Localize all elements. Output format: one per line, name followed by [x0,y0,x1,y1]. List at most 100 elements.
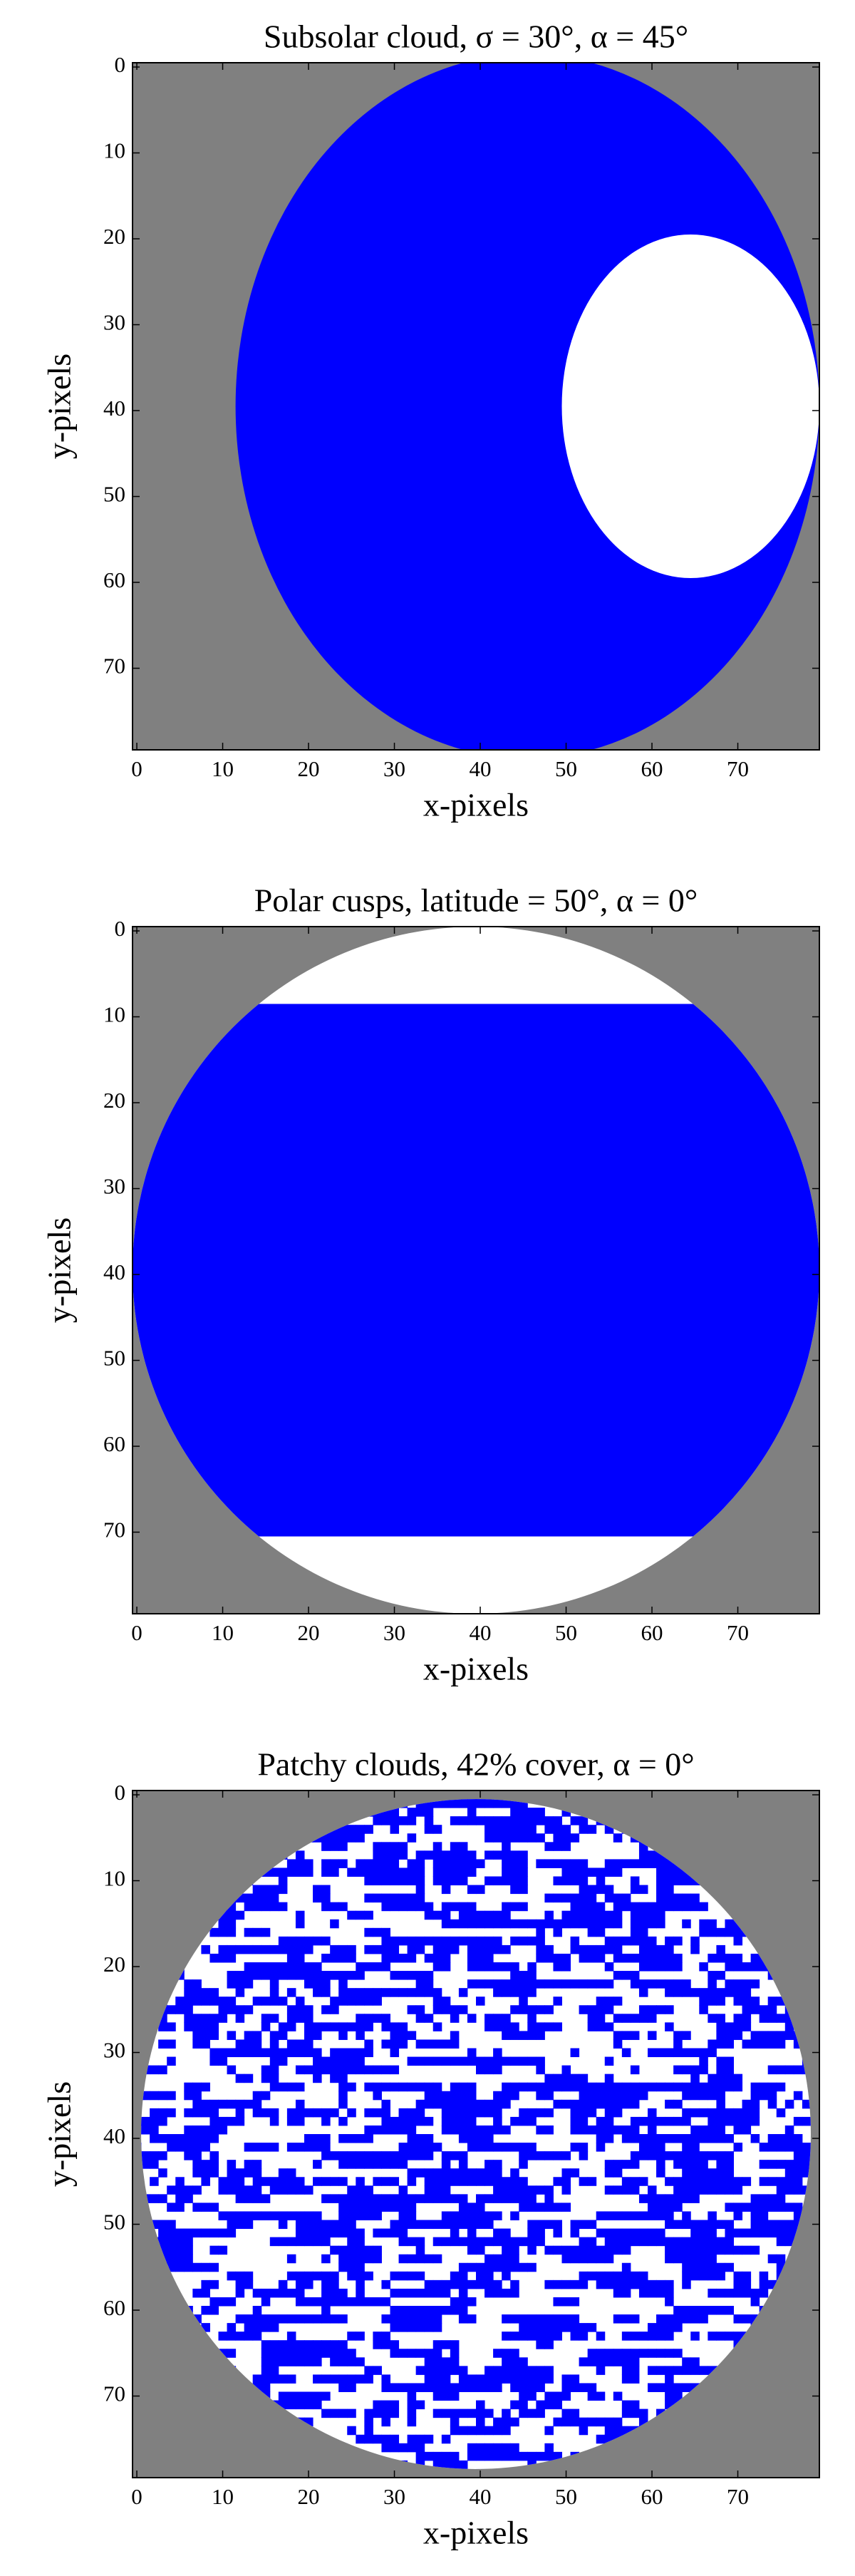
cloud-pixel [381,2022,390,2031]
cloud-pixel [638,2349,648,2358]
cloud-pixel [201,2288,210,2298]
x-tick-label: 0 [131,1620,142,1645]
cloud-pixel [561,2297,571,2307]
cloud-pixel [458,2383,468,2392]
cloud-pixel [356,2245,365,2255]
cloud-pixel [510,1867,519,1877]
cloud-pixel [209,2022,219,2031]
cloud-pixel [502,2374,511,2384]
cloud-pixel [665,2134,674,2143]
cloud-pixel [347,2203,356,2212]
cloud-pixel [544,2125,554,2135]
cloud-pixel [673,2314,683,2324]
cloud-pixel [441,2116,451,2126]
cloud-pixel [381,2014,390,2023]
cloud-pixel [493,2262,502,2272]
cloud-pixel [407,1893,417,1903]
cloud-pixel [424,2323,434,2332]
cloud-pixel [742,2203,752,2212]
cloud-pixel [510,2400,519,2410]
cloud-pixel [321,1953,331,1963]
cloud-pixel [690,2177,700,2186]
cloud-pixel [286,2082,296,2092]
cloud-pixel [519,1876,528,1886]
cloud-pixel [519,1988,528,1997]
cloud-pixel [553,1859,562,1868]
cloud-pixel [184,2014,193,2023]
cloud-pixel [596,1910,606,1920]
cloud-pixel [648,1859,657,1868]
cloud-pixel [613,2168,623,2178]
cloud-pixel [579,2082,589,2092]
cloud-pixel [502,2228,511,2238]
cloud-pixel [502,1850,511,1860]
cloud-pixel [690,2185,700,2195]
cloud-pixel [784,2065,794,2075]
cloud-pixel [699,2108,708,2118]
cloud-pixel [321,2177,331,2186]
cloud-pixel [570,2099,580,2109]
cloud-pixel [304,2357,314,2366]
cloud-pixel [708,1919,717,1929]
cloud-pixel [141,2151,150,2160]
cloud-pixel [716,2160,725,2169]
cloud-pixel [621,1893,631,1903]
cloud-pixel [304,1962,314,1972]
cloud-pixel [613,1859,623,1868]
cloud-pixel [364,2185,373,2195]
cloud-pixel [638,2177,648,2186]
cloud-pixel [570,2314,580,2324]
cloud-pixel [613,2237,623,2247]
cloud-pixel [330,2228,339,2238]
cloud-pixel [613,2228,623,2238]
cloud-pixel [458,1902,468,1912]
cloud-pixel [570,1979,580,1989]
cloud-pixel [347,1971,356,1980]
cloud-pixel [630,1859,640,1868]
cloud-pixel [716,1988,725,1997]
cloud-pixel [604,2426,614,2436]
cloud-pixel [441,1944,451,1954]
cloud-pixel [708,2151,717,2160]
cloud-pixel [184,2082,193,2092]
cloud-pixel [201,1988,210,1997]
cloud-pixel [648,2082,657,2092]
cloud-pixel [793,2143,803,2152]
cloud-pixel [570,2408,580,2418]
cloud-pixel [269,1944,279,1954]
cloud-pixel [338,1944,348,1954]
cloud-pixel [613,2082,623,2092]
cloud-pixel [167,2237,176,2247]
x-tick-label: 20 [298,756,320,781]
cloud-pixel [467,2143,477,2152]
cloud-pixel [621,2134,631,2143]
cloud-pixel [648,1953,657,1963]
cloud-pixel [347,1833,356,1843]
cloud-pixel [553,2082,562,2092]
cloud-pixel [313,2349,322,2358]
cloud-pixel [381,2332,390,2341]
cloud-pixel [570,1893,580,1903]
cloud-pixel [424,1902,434,1912]
cloud-pixel [364,2014,373,2023]
cloud-pixel [648,2228,657,2238]
cloud-pixel [630,2349,640,2358]
cloud-pixel [201,2262,210,2272]
cloud-pixel [536,2031,545,2040]
cloud-pixel [407,1988,417,1997]
cloud-pixel [776,2014,786,2023]
cloud-pixel [699,1927,708,1937]
cloud-pixel [510,2314,519,2324]
cloud-pixel [398,1936,408,1946]
cloud-pixel [510,2237,519,2247]
cloud-pixel [502,2262,511,2272]
cloud-pixel [458,1859,468,1868]
cloud-pixel [656,2116,665,2126]
cloud-pixel [493,2125,502,2135]
cloud-pixel [235,2194,245,2203]
cloud-pixel [750,2288,760,2298]
cloud-pixel [390,2125,400,2135]
cloud-pixel [441,2108,451,2118]
x-tick-label: 10 [212,756,234,781]
